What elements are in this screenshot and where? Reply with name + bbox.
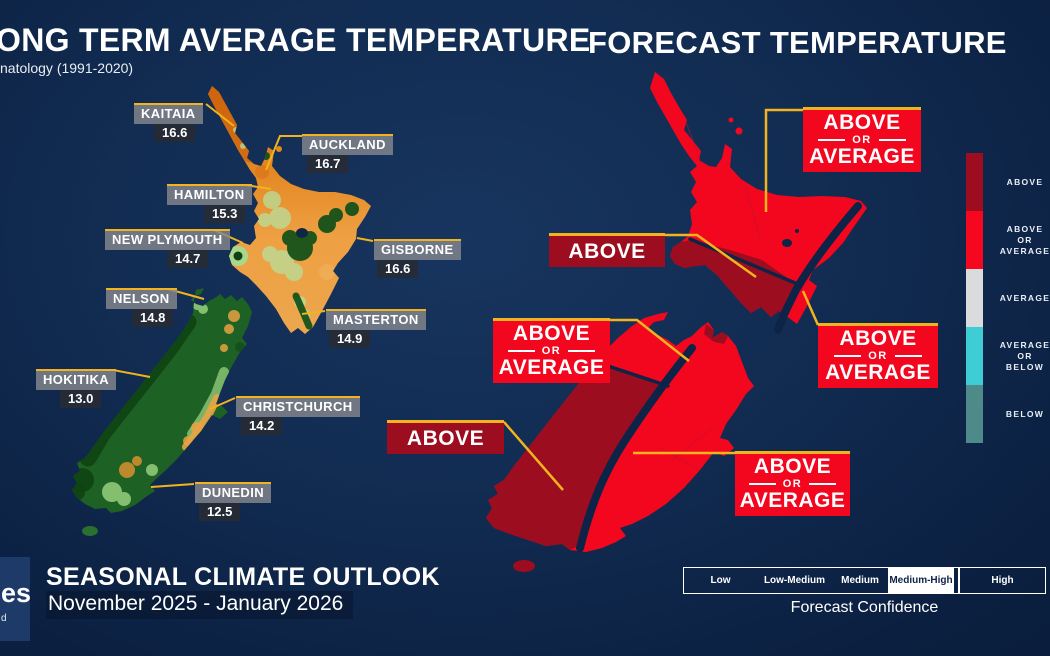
legend-item-above-or-average: ABOVE OR AVERAGE	[966, 211, 1050, 269]
legend-swatch-above-or-average	[966, 211, 983, 269]
confidence-divider	[958, 568, 960, 593]
confidence-level-medium: Medium	[841, 574, 879, 586]
station-label-masterton: MASTERTON 14.9	[326, 309, 426, 348]
legend-item-average: AVERAGE	[966, 269, 1050, 327]
station-label-auckland: AUCKLAND 16.7	[302, 134, 393, 173]
forecast-label-south-island-north: ABOVE OR AVERAGE	[493, 318, 610, 383]
page-title-right: FORECAST TEMPERATURE	[588, 25, 1007, 60]
forecast-region-above-south-island	[486, 362, 668, 550]
forecast-label-north-island-east: ABOVE OR AVERAGE	[818, 323, 938, 388]
forecast-label-north-island-central: ABOVE	[549, 233, 665, 267]
page-subtitle-left: natology (1991-2020)	[0, 60, 134, 76]
legend-swatch-below	[966, 385, 983, 443]
or-divider: OR	[818, 350, 938, 362]
forecast-region-above-north-island	[670, 240, 796, 320]
station-label-gisborne: GISBORNE 16.6	[374, 239, 461, 278]
legend-swatch-average	[966, 269, 983, 327]
legend: ABOVE ABOVE OR AVERAGE AVERAGE AVERAGE O…	[966, 153, 1050, 443]
forecast-map	[486, 72, 867, 572]
legend-item-below: BELOW	[966, 385, 1050, 443]
confidence-level-high: High	[991, 574, 1014, 586]
station-label-hokitika: HOKITIKA 13.0	[36, 369, 117, 408]
forecast-label-south-island-south: ABOVE	[387, 420, 504, 454]
forecast-label-north-island-north: ABOVE OR AVERAGE	[803, 107, 921, 172]
confidence-level-low: Low	[710, 574, 731, 586]
or-divider: OR	[735, 478, 850, 490]
forecast-label-south-island-east: ABOVE OR AVERAGE	[735, 451, 850, 516]
or-divider: OR	[803, 134, 921, 146]
station-label-new-plymouth: NEW PLYMOUTH 14.7	[105, 229, 230, 268]
outlook-heading: SEASONAL CLIMATE OUTLOOK	[46, 563, 440, 591]
partial-logo: es d	[0, 557, 31, 641]
confidence-level-low-medium: Low-Medium	[763, 574, 826, 586]
station-label-nelson: NELSON 14.8	[106, 288, 177, 327]
confidence-level-medium-high-selected: Medium-High	[888, 568, 954, 593]
legend-item-average-or-below: AVERAGE OR BELOW	[966, 327, 1050, 385]
station-label-dunedin: DUNEDIN 12.5	[195, 482, 272, 521]
legend-swatch-above	[966, 153, 983, 211]
page-title-left: ONG TERM AVERAGE TEMPERATURE	[0, 22, 591, 58]
or-divider: OR	[493, 345, 610, 357]
stewart-island-left	[82, 526, 98, 536]
outlook-period: November 2025 - January 2026	[46, 591, 354, 619]
stewart-island-forecast	[513, 560, 535, 572]
station-label-kaitaia: KAITAIA 16.6	[134, 103, 203, 142]
forecast-confidence-title: Forecast Confidence	[790, 599, 939, 616]
forecast-confidence-scale: Low Low-Medium Medium Medium-High High	[683, 567, 1046, 594]
legend-swatch-average-or-below	[966, 327, 983, 385]
legend-item-above: ABOVE	[966, 153, 1050, 211]
station-label-hamilton: HAMILTON 15.3	[167, 184, 252, 223]
station-label-christchurch: CHRISTCHURCH 14.2	[236, 396, 360, 435]
south-island-divide-band	[576, 344, 696, 552]
